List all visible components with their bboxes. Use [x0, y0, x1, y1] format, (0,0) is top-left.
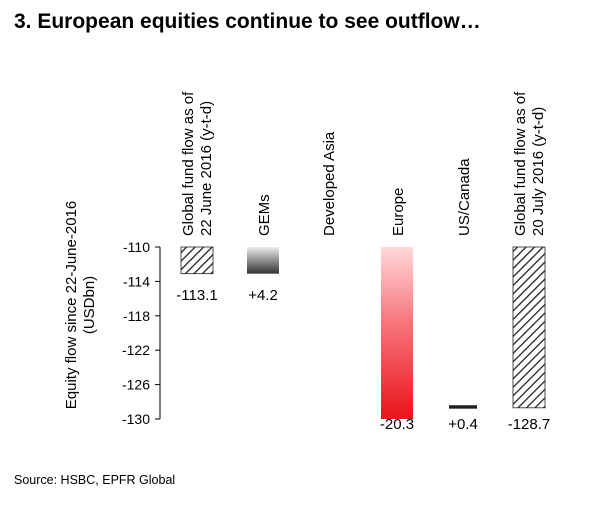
chart-title: 3. European equities continue to see out… [14, 10, 481, 33]
svg-text:Global fund flow as of: Global fund flow as of [180, 91, 197, 236]
data-label-5: +0.4 [448, 416, 478, 433]
svg-text:Developed Asia: Developed Asia [321, 131, 338, 236]
bars [180, 246, 546, 419]
bar-2 [247, 247, 279, 274]
y-tick-label: -122 [122, 342, 150, 358]
y-tick-label: -130 [122, 411, 150, 427]
source-note: Source: HSBC, EPFR Global [14, 473, 176, 487]
svg-text:Equity flow since 22-June-2016: Equity flow since 22-June-2016 [63, 201, 80, 409]
y-axis-title: Equity flow since 22-June-2016 (USDbn) [63, 201, 98, 409]
svg-text:20 July 2016 (y-t-d): 20 July 2016 (y-t-d) [530, 107, 547, 236]
bar-4 [381, 247, 413, 419]
data-label-1: -113.1 [176, 287, 217, 304]
y-tick-label: -126 [122, 377, 150, 393]
category-label-2: GEMs [256, 194, 273, 236]
y-tick-label: -114 [123, 273, 150, 289]
svg-text:US/Canada: US/Canada [456, 158, 473, 236]
data-label-4: -20.3 [380, 416, 414, 433]
svg-text:22 June 2016 (y-t-d): 22 June 2016 (y-t-d) [198, 101, 215, 236]
bar-6 [512, 246, 546, 409]
svg-text:Europe: Europe [390, 188, 407, 236]
bar-1 [180, 246, 214, 275]
y-tick-label: -118 [123, 308, 150, 324]
svg-text:(USDbn): (USDbn) [81, 276, 98, 334]
category-label-6: Global fund flow as of 20 July 2016 (y-t-… [512, 91, 547, 236]
svg-text:Global fund flow as of: Global fund flow as of [512, 91, 529, 236]
y-axis: -110 -114 -118 -122 -126 -130 Equity flow sinc… [63, 201, 161, 427]
category-label-5: US/Canada [456, 158, 473, 236]
category-label-1: Global fund flow as of 22 June 2016 (y-t-… [180, 91, 215, 236]
category-label-3: Developed Asia [321, 131, 338, 236]
data-label-2: +4.2 [248, 287, 278, 304]
category-label-4: Europe [390, 188, 407, 236]
data-label-6: -128.7 [508, 416, 551, 433]
y-tick-label: -110 [123, 239, 150, 255]
bar-5 [449, 405, 477, 409]
labels: -113.1 +4.2 -20.3 +0.4 -128.7 Global fund flo… [176, 91, 550, 433]
svg-text:GEMs: GEMs [256, 194, 273, 236]
